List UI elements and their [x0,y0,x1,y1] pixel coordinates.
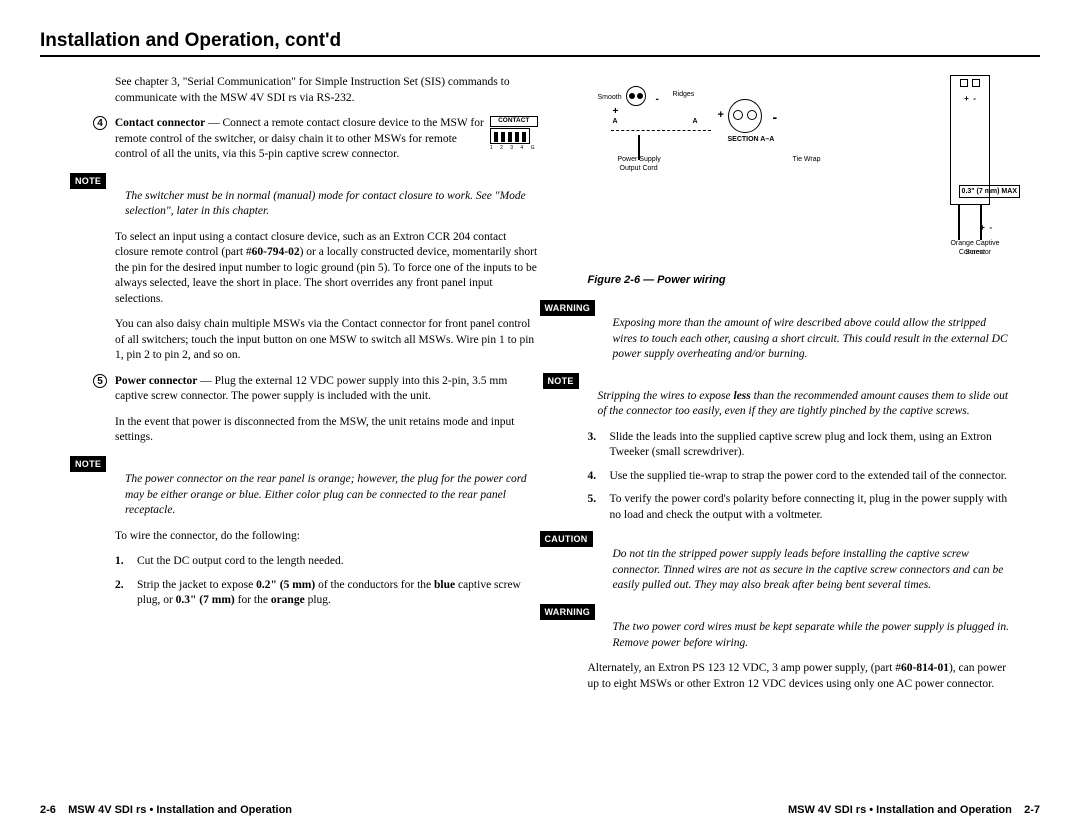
step-3: 3. Slide the leads into the supplied cap… [588,430,1011,461]
caution-badge: CAUTION [540,531,593,547]
footer: 2-6 MSW 4V SDI rs • Installation and Ope… [40,804,1040,816]
step-1-num: 1. [115,554,124,570]
note-badge: NOTE [543,373,579,389]
step-4b: 4. Use the supplied tie-wrap to strap th… [588,469,1011,485]
intro-para: See chapter 3, "Serial Communication" fo… [115,75,538,106]
para-wire-connector: To wire the connector, do the following: [115,529,538,545]
s2b2: blue [434,579,455,591]
para-daisy-chain: You can also daisy chain multiple MSWs v… [115,317,538,364]
warning-badge: WARNING [540,604,596,620]
contact-label: CONTACT [490,116,538,127]
step-4b-num: 4. [588,469,597,485]
contact-block-icon [490,128,530,144]
para-power-disconnect: In the event that power is disconnected … [115,415,538,446]
power-wiring-diagram: Smooth + - Ridges A A + - SECTION A–A Po… [598,75,1011,265]
step-4-marker: 4 [93,116,107,130]
step-2-num: 2. [115,578,124,594]
note-1-text: The switcher must be in normal (manual) … [120,189,538,220]
step-3-num: 3. [588,430,597,446]
s2e: for the [235,594,271,606]
s2b1: 0.2" (5 mm) [256,579,315,591]
section-aa-label: SECTION A–A [728,135,775,144]
caution-text: Do not tin the stripped power supply lea… [608,547,1011,594]
footer-left: 2-6 MSW 4V SDI rs • Installation and Ope… [40,804,292,816]
part-number-2: 60-814-01 [901,662,949,674]
a-label-r: A [693,117,698,126]
s2b3: 0.3" (7 mm) [176,594,235,606]
step-5b-num: 5. [588,492,597,508]
oc-label: Output Cord [620,164,658,173]
a-label-l: A [613,117,618,126]
contact-connector-label: Contact connector [115,117,205,129]
power-connector-label: Power connector [115,375,198,387]
item-4: CONTACT 1 2 3 4 G 4 Contact connector — … [115,116,538,163]
plus-sec: + [718,108,724,123]
footer-right: MSW 4V SDI rs • Installation and Operati… [788,804,1040,816]
note-2-text: The power connector on the rear panel is… [120,472,538,519]
step-5-marker: 5 [93,374,107,388]
warning-2-text: The two power cord wires must be kept se… [608,620,1011,651]
step-2: 2. Strip the jacket to expose 0.2" (5 mm… [115,578,538,609]
para-select-input: To select an input using a contact closu… [115,230,538,308]
warning-1-text: Exposing more than the amount of wire de… [608,316,1011,363]
s2b4: orange [271,594,305,606]
ocs-label-2: Connector [945,248,1005,257]
para-alternate-ps: Alternately, an Extron PS 123 12 VDC, 3 … [588,661,1011,692]
step-1: 1. Cut the DC output cord to the length … [115,554,538,570]
minus-sec: - [773,108,778,127]
right-column: Smooth + - Ridges A A + - SECTION A–A Po… [588,75,1041,702]
note-3-text: Stripping the wires to expose less than … [593,389,1011,420]
section-line [611,130,711,131]
ridges-label: Ridges [673,90,695,99]
warning-badge: WARNING [540,300,596,316]
part-number-1: 60-794-02 [252,246,300,258]
figure-caption: Figure 2-6 — Power wiring [588,273,1011,288]
content-columns: See chapter 3, "Serial Communication" fo… [40,75,1040,702]
s2c: of the conductors for the [315,579,434,591]
cable-cross-section-icon [626,86,646,106]
step-3-text: Slide the leads into the supplied captiv… [610,431,992,459]
step-1-text: Cut the DC output cord to the length nee… [137,555,344,567]
minus-left: - [656,93,659,107]
section-aa-icon [728,99,762,133]
page-title: Installation and Operation, cont'd [40,30,1040,57]
note-badge: NOTE [70,456,106,472]
max-label: 0.3" (7 mm) MAX [959,185,1020,198]
step-5b: 5. To verify the power cord's polarity b… [588,492,1011,523]
note-badge: NOTE [70,173,106,189]
contact-connector-diagram: CONTACT 1 2 3 4 G [490,116,538,152]
contact-pin-numbers: 1 2 3 4 G [490,145,538,152]
item-5: 5 Power connector — Plug the external 12… [115,374,538,405]
left-column: See chapter 3, "Serial Communication" fo… [40,75,538,702]
s2a: Strip the jacket to expose [137,579,256,591]
step-5b-text: To verify the power cord's polarity befo… [610,493,1008,521]
smooth-label: Smooth [598,93,622,102]
step-4b-text: Use the supplied tie-wrap to strap the p… [610,470,1007,482]
s2f: plug. [305,594,331,606]
